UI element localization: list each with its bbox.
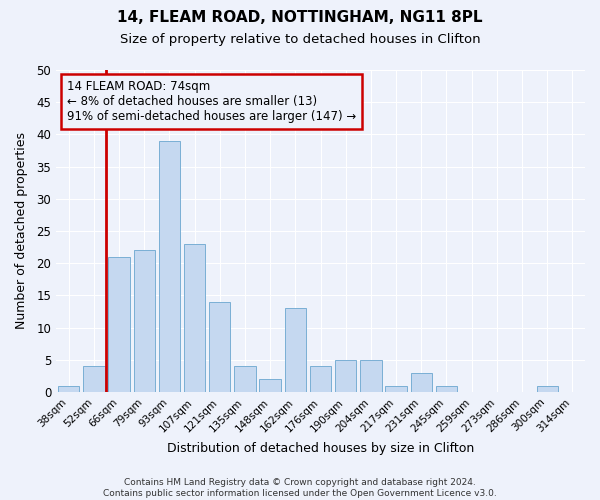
Bar [159,141,180,392]
Text: 14, FLEAM ROAD, NOTTINGHAM, NG11 8PL: 14, FLEAM ROAD, NOTTINGHAM, NG11 8PL [117,10,483,25]
Bar [360,360,382,392]
Bar [410,372,432,392]
Bar [134,250,155,392]
Bar [184,244,205,392]
Text: Size of property relative to detached houses in Clifton: Size of property relative to detached ho… [119,32,481,46]
Bar [536,386,558,392]
Bar [284,308,306,392]
Y-axis label: Number of detached properties: Number of detached properties [15,132,28,330]
Text: 14 FLEAM ROAD: 74sqm
← 8% of detached houses are smaller (13)
91% of semi-detach: 14 FLEAM ROAD: 74sqm ← 8% of detached ho… [67,80,356,122]
Bar [58,386,79,392]
X-axis label: Distribution of detached houses by size in Clifton: Distribution of detached houses by size … [167,442,474,455]
Bar [310,366,331,392]
Bar [209,302,230,392]
Bar [385,386,407,392]
Bar [335,360,356,392]
Bar [109,256,130,392]
Text: Contains HM Land Registry data © Crown copyright and database right 2024.
Contai: Contains HM Land Registry data © Crown c… [103,478,497,498]
Bar [259,379,281,392]
Bar [83,366,104,392]
Bar [436,386,457,392]
Bar [234,366,256,392]
